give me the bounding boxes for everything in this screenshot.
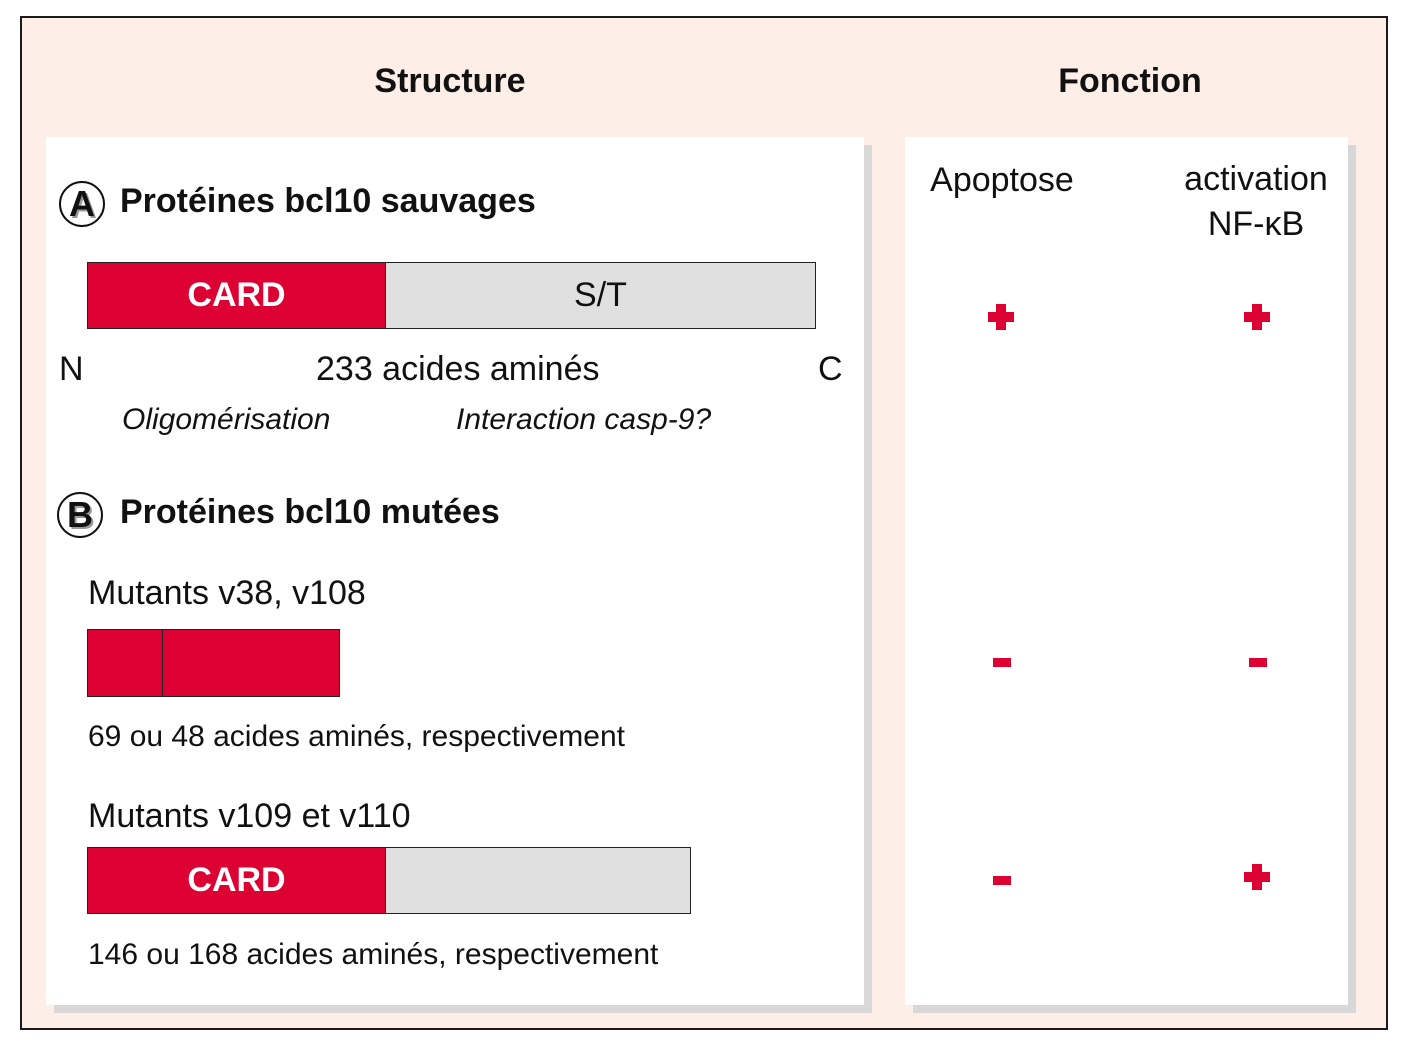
wildtype-length-label: 233 acides aminés [316,350,600,388]
wildtype-apoptose-plus-icon [988,304,1014,330]
st-function-note: Interaction casp-9? [456,403,712,436]
card-function-note: Oligomérisation [122,403,331,436]
card-domain: CARD [88,263,385,328]
mutant-2-truncated-st-domain [385,848,690,913]
section-a-title: Protéines bcl10 sauvages [120,182,536,220]
section-a-badge: A [59,181,105,227]
mutant1-nfkb-minus-icon [1249,658,1267,667]
mutant-group-1-bar [87,629,340,697]
st-domain: S/T [385,263,815,328]
c-terminus-label: C [818,350,843,388]
nfkb-column-label: activation NF-κB [1170,157,1342,247]
wildtype-protein-bar: CARD S/T [87,262,816,329]
section-b-badge: B [57,492,103,538]
apoptose-column-label: Apoptose [930,161,1074,199]
mutant2-apoptose-minus-icon [993,876,1011,885]
mutant-group-2-name: Mutants v109 et v110 [88,797,411,835]
mutant-group-1-length: 69 ou 48 acides aminés, respectivement [88,720,625,753]
fonction-panel [905,137,1348,1005]
n-terminus-label: N [59,350,84,388]
mutant-1-segment-long [163,630,339,696]
structure-header: Structure [374,62,526,100]
fonction-header: Fonction [1058,62,1202,100]
mutant-group-1-name: Mutants v38, v108 [88,574,366,612]
mutant-group-2-bar: CARD [87,847,691,914]
mutant-group-2-length: 146 ou 168 acides aminés, respectivement [88,938,659,971]
mutant2-nfkb-plus-icon [1244,864,1270,890]
mutant1-apoptose-minus-icon [993,658,1011,667]
nfkb-label-line2: NF-κB [1207,205,1305,243]
nfkb-label-line1: activation [1184,160,1328,198]
mutant-2-card-domain: CARD [88,848,385,913]
section-b-title: Protéines bcl10 mutées [120,493,500,531]
mutant-1-segment-short [88,630,163,696]
wildtype-nfkb-plus-icon [1244,304,1270,330]
